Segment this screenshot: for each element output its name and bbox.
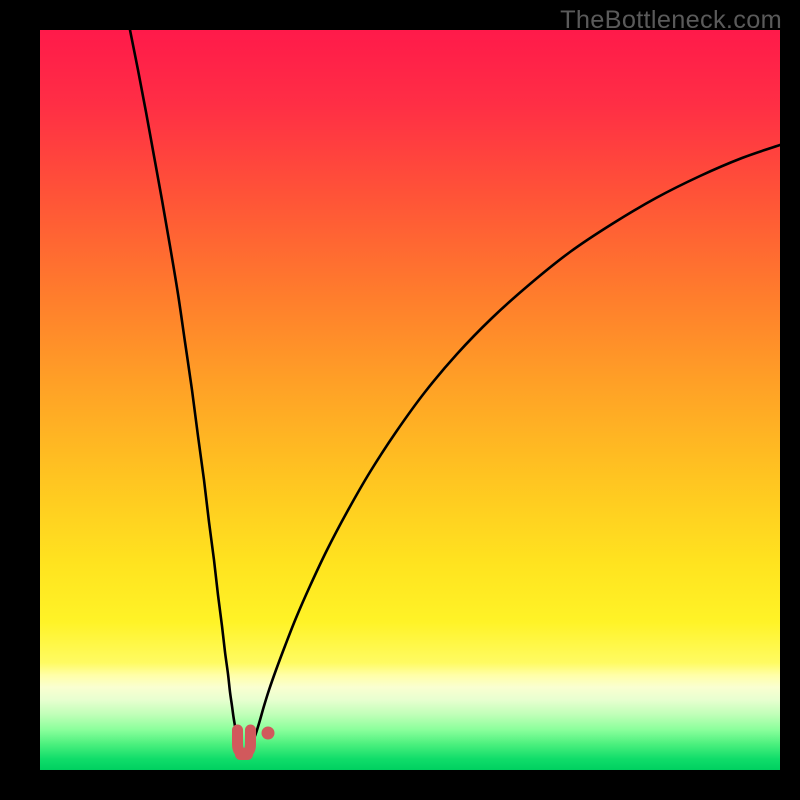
u-marker	[238, 730, 251, 755]
right-curve	[255, 145, 780, 736]
chart-frame: TheBottleneck.com	[0, 0, 800, 800]
plot-area	[40, 30, 780, 770]
watermark-text: TheBottleneck.com	[560, 6, 782, 35]
dot-marker	[262, 727, 275, 740]
curve-layer	[40, 30, 780, 770]
left-curve	[130, 30, 237, 736]
